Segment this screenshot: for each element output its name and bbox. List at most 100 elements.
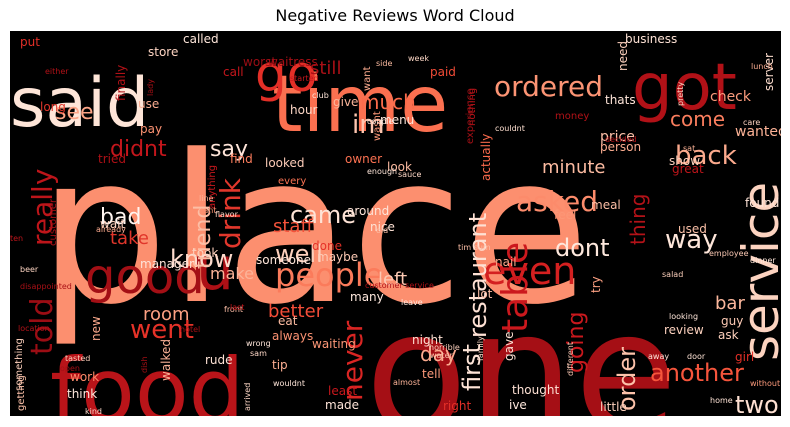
word-care: care bbox=[743, 118, 760, 127]
word-wasnt: wasnt bbox=[372, 111, 383, 141]
word-need: need bbox=[616, 41, 630, 71]
word-disappointed: disappointed bbox=[20, 282, 72, 291]
word-club: club bbox=[312, 91, 329, 100]
word-found: found bbox=[745, 196, 779, 210]
word-tell: tell bbox=[422, 367, 441, 381]
word-night: night bbox=[412, 333, 443, 347]
word-people: people bbox=[275, 256, 383, 294]
word-hotel: hotel bbox=[180, 325, 200, 334]
chart-title: Negative Reviews Word Cloud bbox=[275, 6, 515, 25]
word-manager: manager bbox=[140, 257, 194, 271]
word-nice: nice bbox=[370, 220, 395, 234]
word-try: try bbox=[589, 276, 603, 293]
word-walked: walked bbox=[159, 339, 173, 381]
word-think: think bbox=[67, 387, 97, 401]
word-maybe: maybe bbox=[317, 250, 358, 264]
word-thats: thats bbox=[605, 93, 636, 107]
word-least: least bbox=[328, 384, 357, 398]
word-menu: menu bbox=[380, 113, 414, 127]
word-couldnt: couldnt bbox=[495, 124, 525, 133]
word-went: went bbox=[130, 315, 194, 345]
word-looked: looked bbox=[265, 156, 305, 170]
word-lady: lady bbox=[146, 79, 155, 96]
word-money: money bbox=[555, 111, 589, 122]
word-work: work bbox=[70, 370, 99, 384]
word-show: show bbox=[669, 154, 700, 168]
word-door: door bbox=[687, 352, 706, 361]
word-water: water bbox=[430, 351, 454, 360]
word-bad: bad bbox=[100, 205, 141, 230]
word-asked: asked bbox=[516, 185, 598, 218]
word-take: take bbox=[110, 228, 149, 249]
word-kind: kind bbox=[85, 407, 102, 416]
word-made: made bbox=[325, 398, 359, 412]
word-store: store bbox=[148, 45, 178, 59]
word-hour: hour bbox=[290, 103, 318, 117]
word-really: really bbox=[26, 169, 59, 246]
word-make: make bbox=[210, 264, 254, 283]
word-finally: finally bbox=[114, 65, 128, 101]
word-minute: minute bbox=[542, 157, 605, 178]
word-even: even bbox=[483, 249, 576, 293]
word-waiting: waiting bbox=[312, 337, 356, 351]
word-better: better bbox=[268, 301, 324, 322]
word-well: well bbox=[275, 240, 323, 268]
word-look: look bbox=[387, 160, 412, 174]
word-arrived: arrived bbox=[243, 383, 252, 411]
word-girl: girl bbox=[735, 350, 754, 364]
word-sat: sat bbox=[683, 144, 695, 153]
word-getting: getting bbox=[16, 375, 27, 411]
word-business: business bbox=[625, 32, 677, 46]
word-restaurant: restaurant bbox=[464, 213, 492, 338]
word-order: order bbox=[613, 347, 641, 411]
word-nothing: nothing bbox=[467, 88, 478, 126]
word-away: away bbox=[648, 352, 669, 361]
word-open: open bbox=[60, 364, 80, 373]
word-last: last bbox=[230, 303, 244, 312]
word-someone: someone bbox=[256, 253, 311, 267]
word-give: give bbox=[333, 95, 358, 109]
word-either: either bbox=[45, 67, 69, 76]
word-come: come bbox=[670, 107, 725, 131]
word-horrible: horrible bbox=[429, 343, 460, 352]
word-lot: lot bbox=[477, 287, 493, 301]
word-table: table bbox=[495, 242, 536, 333]
word-always: always bbox=[272, 329, 313, 343]
word-sauce: sauce bbox=[398, 170, 422, 179]
word-leave: leave bbox=[401, 298, 423, 307]
word-thing: thing bbox=[626, 194, 650, 245]
word-employee: employee bbox=[709, 249, 749, 258]
word-tim-sum: tim sum bbox=[458, 243, 491, 252]
word-nail: nail bbox=[495, 255, 517, 269]
word-salad: salad bbox=[662, 270, 683, 279]
word-old: old bbox=[376, 226, 388, 235]
word-home: home bbox=[710, 396, 733, 405]
word-came: came bbox=[290, 201, 356, 229]
word-location: location bbox=[18, 324, 50, 333]
word-long: long bbox=[40, 100, 66, 114]
word-two: two bbox=[735, 391, 779, 416]
word-looking: looking bbox=[669, 312, 698, 321]
word-food: food bbox=[50, 339, 245, 416]
word-ordered: ordered bbox=[494, 70, 603, 103]
word-know: know bbox=[170, 245, 233, 273]
word-already: already bbox=[96, 225, 126, 234]
word-wouldnt: wouldnt bbox=[273, 379, 305, 388]
word-actually: actually bbox=[479, 134, 493, 181]
word-check: check bbox=[710, 89, 752, 105]
word-much: much bbox=[360, 90, 416, 114]
word-going: going bbox=[564, 312, 589, 373]
word-tried: tried bbox=[98, 152, 126, 166]
word-paid: paid bbox=[430, 65, 456, 79]
word-eat: eat bbox=[278, 314, 298, 328]
word-good: good bbox=[85, 249, 205, 305]
word-dish: dish bbox=[140, 356, 149, 373]
word-person: person bbox=[600, 140, 641, 154]
word-service: service bbox=[732, 182, 781, 361]
word-got: got bbox=[632, 51, 737, 125]
word-customer-service: customer service bbox=[365, 281, 434, 290]
word-sam: sam bbox=[250, 349, 267, 358]
word-cant: cant bbox=[199, 206, 217, 215]
word-dont: dont bbox=[555, 234, 610, 262]
word-see: see bbox=[55, 100, 94, 125]
